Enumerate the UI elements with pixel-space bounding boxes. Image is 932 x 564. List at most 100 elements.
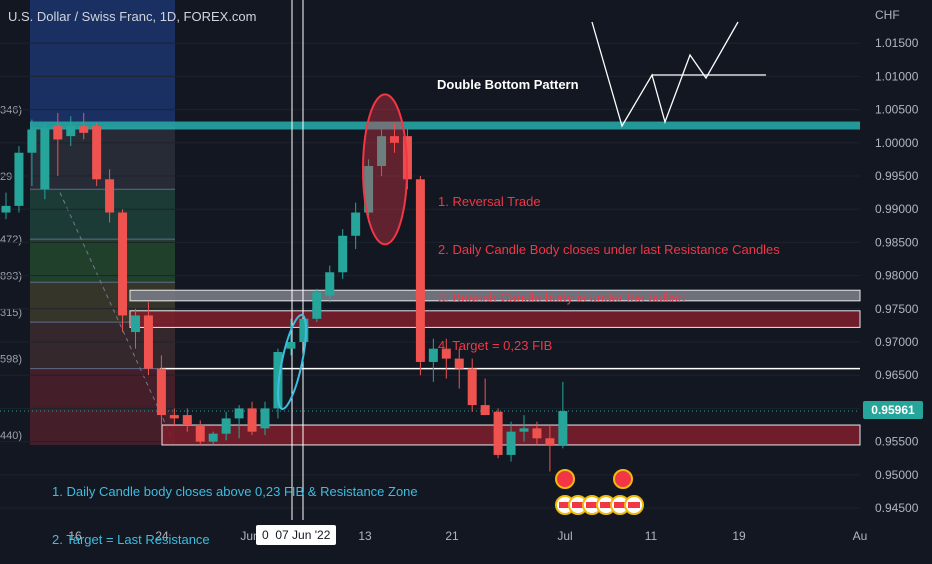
candle-body	[182, 415, 192, 426]
fib-label-4: 315)	[0, 307, 22, 319]
y-tick-label: 0.95500	[875, 435, 919, 449]
candle-body	[364, 166, 374, 213]
event-flag-us-stripe	[559, 502, 571, 508]
candle-body	[27, 129, 37, 153]
candle-body	[377, 136, 387, 167]
y-tick-label: 1.01000	[875, 69, 919, 83]
y-tick-label: 0.98500	[875, 235, 919, 249]
zone-resistance-grey	[129, 289, 861, 302]
price-chart[interactable]: 346) 29 472) 893) 315) 598) 440) 1.01500 1.01000…	[0, 0, 932, 550]
candle-body	[299, 318, 309, 343]
y-tick-label: 0.96500	[875, 368, 919, 382]
candle-body	[40, 128, 50, 190]
crosshair-date: 07 Jun '22	[275, 528, 331, 542]
right-note-4: 4. Target = 0,23 FIB	[438, 338, 553, 353]
candle-body	[532, 428, 542, 439]
candle-body	[338, 235, 348, 273]
x-tick-label: Jun	[240, 529, 259, 543]
x-tick-label: 19	[732, 529, 746, 543]
right-notes: 1. Reversal Trade 2. Daily Candle Body c…	[438, 162, 780, 370]
candle-body	[169, 415, 179, 419]
event-flag-us-stripe	[614, 502, 626, 508]
bottom-notes: 1. Daily Candle body closes above 0,23 F…	[52, 452, 418, 564]
candle-body	[351, 212, 361, 236]
candle-body	[480, 405, 490, 416]
event-flag-us-stripe	[600, 502, 612, 508]
y-tick-label: 0.97000	[875, 335, 919, 349]
candle-body	[312, 292, 322, 319]
fib-band-grey	[30, 122, 175, 190]
candle-body	[260, 408, 270, 429]
event-flag-ch-icon	[555, 469, 575, 489]
fib-band-teal	[30, 189, 175, 240]
chart-area[interactable]: 346) 29 472) 893) 315) 598) 440) 1.01500 1.01000…	[0, 0, 932, 550]
fib-label-3: 893)	[0, 271, 22, 283]
candle-body	[79, 126, 89, 133]
x-tick-label: 11	[645, 529, 658, 543]
bottom-note-1: 1. Daily Candle body closes above 0,23 F…	[52, 484, 418, 499]
candle-body	[428, 348, 438, 362]
right-note-3: 3. Bearish Candle body is under the bull…	[438, 290, 686, 305]
candle-body	[558, 411, 568, 445]
y-tick-label: 0.97500	[875, 302, 919, 316]
y-tick-label: 1.00000	[875, 136, 919, 150]
event-flag-us-stripe	[586, 502, 598, 508]
fib-label-5: 598)	[0, 354, 22, 366]
candle-body	[208, 433, 218, 442]
candle-body	[156, 368, 166, 416]
crosshair-date-tag: 0 07 Jun '22	[256, 525, 337, 545]
candle-body	[105, 179, 115, 213]
fib-band-blue	[30, 0, 175, 123]
fib-label-1: 29	[0, 171, 12, 183]
x-tick-label: 21	[445, 529, 459, 543]
reversal-ellipse	[362, 93, 408, 246]
candle-body	[195, 425, 205, 442]
zone-resistance-top	[30, 121, 860, 130]
candle-body	[1, 205, 11, 213]
double-bottom-sketch	[591, 21, 739, 128]
candle-body	[247, 408, 257, 432]
right-note-1: 1. Reversal Trade	[438, 194, 541, 209]
candle-body	[286, 342, 296, 349]
current-price-badge: 0.95961	[863, 401, 923, 419]
x-tick-label: Jul	[557, 529, 572, 543]
candle-body	[325, 272, 335, 296]
pattern-label: Double Bottom Pattern	[437, 77, 579, 92]
y-tick-label: 1.01500	[875, 36, 919, 50]
x-tick-label: Au	[853, 529, 868, 543]
candle-body	[92, 126, 102, 180]
fib-band-red	[30, 368, 175, 445]
fib-trend-line	[59, 192, 176, 446]
y-tick-label: 0.94500	[875, 501, 919, 515]
x-tick-label: 24	[155, 529, 169, 543]
bottom-note-2: 2. Target = Last Resistance	[52, 532, 210, 547]
candle-body	[493, 411, 503, 455]
y-tick-label: 0.98000	[875, 269, 919, 283]
candle-body	[234, 408, 244, 419]
candle-body	[415, 179, 425, 362]
candle-body	[131, 315, 140, 333]
candle-body	[467, 368, 477, 406]
breakout-ellipse	[277, 313, 307, 410]
y-tick-label: 0.95000	[875, 468, 919, 482]
candle-body	[390, 136, 399, 143]
fib-label-2: 472)	[0, 234, 22, 246]
candle-body	[441, 348, 451, 359]
y-tick-label: 1.00500	[875, 103, 919, 117]
event-flag-ch-icon	[613, 469, 633, 489]
candle-body	[545, 438, 555, 445]
candle-body	[221, 418, 231, 434]
right-note-2: 2. Daily Candle Body closes under last R…	[438, 242, 780, 257]
chart-title: U.S. Dollar / Swiss Franc, 1D, FOREX.com	[8, 9, 257, 24]
candle-body	[506, 431, 516, 455]
fib-label-6: 440)	[0, 430, 22, 442]
fib-label-0: 346)	[0, 105, 22, 117]
x-tick-label: 16	[68, 529, 82, 543]
currency-label: CHF	[875, 8, 900, 22]
y-tick-label: 0.99000	[875, 202, 919, 216]
candle-body	[519, 428, 529, 432]
candle-body	[14, 152, 24, 206]
fib-band-green	[30, 239, 175, 283]
y-tick-label: 0.99500	[875, 169, 919, 183]
candle-body	[118, 212, 128, 316]
